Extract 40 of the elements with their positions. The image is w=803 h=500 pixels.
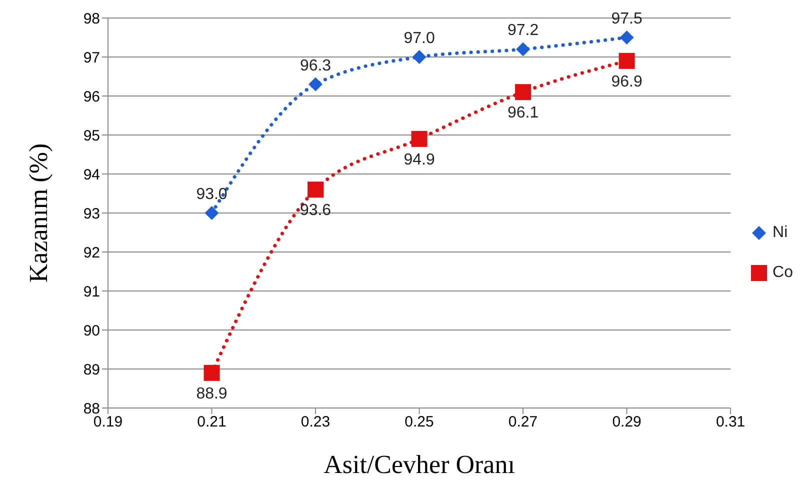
legend-label: Ni — [772, 224, 788, 242]
data-label: 93.0 — [196, 186, 228, 203]
point — [308, 182, 324, 198]
point — [412, 50, 426, 64]
y-tick-label: 92 — [83, 244, 100, 262]
y-tick-label: 89 — [83, 361, 100, 378]
y-tick-label: 94 — [83, 166, 100, 184]
data-label: 96.9 — [611, 73, 642, 90]
y-tick-label: 98 — [83, 10, 100, 28]
y-tick-label: 96 — [83, 88, 100, 106]
x-axis-title: Asit/Cevher Oranı — [324, 450, 515, 479]
data-label: 94.9 — [404, 151, 435, 168]
data-label: 93.6 — [300, 202, 332, 219]
point — [516, 42, 530, 56]
y-axis-title: Kazanım (%) — [24, 143, 54, 283]
point — [620, 30, 634, 44]
point — [411, 130, 428, 147]
y-tick-label: 97 — [83, 49, 100, 66]
point — [204, 364, 220, 381]
data-label: 97.0 — [404, 30, 435, 47]
y-tick-label: 93 — [83, 205, 100, 222]
x-tick-label: 0.21 — [197, 414, 226, 431]
x-tick-label: 0.27 — [508, 414, 538, 431]
x-tick-label: 0.23 — [300, 414, 330, 431]
data-label: 97.5 — [611, 10, 642, 28]
y-tick-label: 90 — [83, 322, 100, 340]
point — [308, 77, 323, 92]
data-label: 88.9 — [196, 385, 228, 402]
point — [204, 206, 219, 220]
y-tick-label: 91 — [83, 283, 100, 300]
point — [618, 52, 635, 69]
x-tick-label: 0.31 — [716, 414, 746, 431]
y-tick-label: 95 — [83, 127, 100, 144]
point — [515, 84, 532, 100]
x-tick-label: 0.29 — [612, 414, 642, 431]
x-tick-label: 0.25 — [404, 414, 434, 431]
data-label: 97.2 — [507, 22, 539, 40]
data-label: 96.1 — [507, 104, 539, 122]
legend-label: Co — [772, 264, 793, 282]
data-label: 96.3 — [300, 57, 332, 74]
